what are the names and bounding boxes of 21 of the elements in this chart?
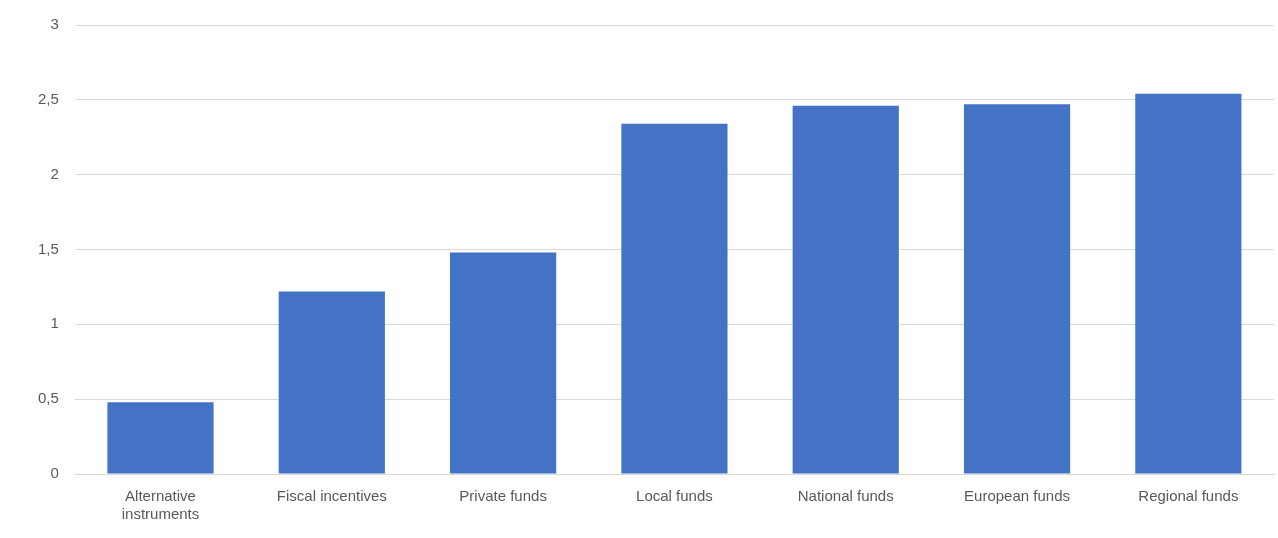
x-tick-label: Regional funds: [1138, 487, 1239, 505]
y-tick-label: 2: [50, 164, 59, 182]
bar: [792, 105, 899, 474]
bar: [963, 104, 1071, 474]
x-tick-label: Local funds: [636, 487, 713, 505]
x-tick-label: Fiscal incentives: [276, 487, 387, 505]
bar: [278, 291, 385, 474]
x-tick-label: European funds: [964, 487, 1070, 505]
x-tick-label: Alternative instruments: [121, 487, 200, 523]
y-tick-label: 0,5: [37, 389, 59, 407]
bar: [450, 252, 557, 474]
y-tick-label: 1,5: [37, 239, 59, 257]
y-tick-label: 1: [50, 314, 59, 332]
bar: [107, 402, 214, 474]
y-tick-label: 0: [50, 464, 59, 482]
bar: [621, 123, 728, 474]
x-tick-label: Private funds: [459, 487, 547, 505]
y-tick-label: 3: [50, 15, 59, 33]
y-tick-label: 2,5: [37, 89, 59, 107]
bar: [1135, 93, 1242, 474]
x-tick-label: National funds: [797, 487, 894, 505]
